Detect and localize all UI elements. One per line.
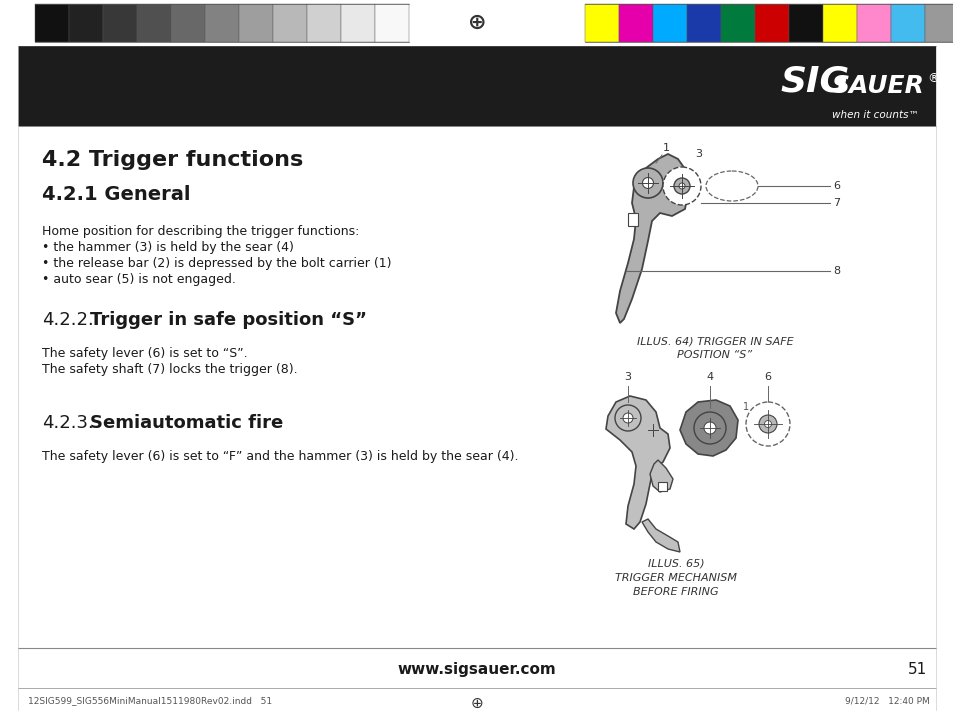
Bar <box>924 4 953 42</box>
Circle shape <box>703 422 716 434</box>
Text: when it counts™: when it counts™ <box>831 110 918 120</box>
Text: 1: 1 <box>742 402 748 412</box>
Bar <box>890 4 924 42</box>
Bar <box>822 4 856 42</box>
Bar <box>69 4 103 42</box>
Circle shape <box>745 402 789 446</box>
Text: The safety lever (6) is set to “F” and the hammer (3) is held by the sear (4).: The safety lever (6) is set to “F” and t… <box>42 450 518 463</box>
Circle shape <box>679 183 684 189</box>
Text: ⊕: ⊕ <box>470 696 483 711</box>
Text: 4.2.1 General: 4.2.1 General <box>42 185 191 204</box>
Bar <box>239 4 273 42</box>
Bar <box>137 4 171 42</box>
Bar <box>584 4 618 42</box>
Text: ILLUS. 64) TRIGGER IN SAFE
POSITION “S”: ILLUS. 64) TRIGGER IN SAFE POSITION “S” <box>636 336 793 360</box>
Text: 4: 4 <box>706 372 713 382</box>
Bar <box>171 4 205 42</box>
Circle shape <box>759 415 776 433</box>
Circle shape <box>763 421 771 428</box>
Text: www.sigsauer.com: www.sigsauer.com <box>397 662 556 677</box>
Circle shape <box>622 413 633 423</box>
Circle shape <box>662 167 700 205</box>
Bar <box>754 4 788 42</box>
Polygon shape <box>641 519 679 552</box>
Text: 8: 8 <box>832 266 840 276</box>
Bar <box>103 4 137 42</box>
Text: ⊕: ⊕ <box>467 13 486 33</box>
Bar <box>788 4 822 42</box>
Bar <box>340 4 375 42</box>
Bar <box>375 4 409 42</box>
Text: 1: 1 <box>662 143 669 153</box>
Polygon shape <box>605 396 669 529</box>
Polygon shape <box>616 154 687 323</box>
Text: 7: 7 <box>832 198 840 208</box>
Circle shape <box>641 178 653 188</box>
Text: 12SIG599_SIG556MiniManual1511980Rev02.indd   51: 12SIG599_SIG556MiniManual1511980Rev02.in… <box>28 696 272 705</box>
Text: 6: 6 <box>763 372 771 382</box>
Text: The safety shaft (7) locks the trigger (8).: The safety shaft (7) locks the trigger (… <box>42 363 297 376</box>
Text: • auto sear (5) is not engaged.: • auto sear (5) is not engaged. <box>42 273 235 286</box>
Circle shape <box>693 412 725 444</box>
Text: 51: 51 <box>907 662 926 677</box>
Bar <box>720 4 754 42</box>
Text: ILLUS. 65)
TRIGGER MECHANISM
BEFORE FIRING: ILLUS. 65) TRIGGER MECHANISM BEFORE FIRI… <box>615 559 737 597</box>
Text: 4.2.3.: 4.2.3. <box>42 414 93 432</box>
Text: Semiautomatic fire: Semiautomatic fire <box>90 414 283 432</box>
Bar <box>856 4 890 42</box>
Text: 6: 6 <box>832 181 840 191</box>
Text: 3: 3 <box>624 372 631 382</box>
Bar <box>652 4 686 42</box>
Text: ®: ® <box>926 72 939 85</box>
Circle shape <box>615 405 640 431</box>
Text: Trigger in safe position “S”: Trigger in safe position “S” <box>90 311 367 329</box>
Bar <box>18 46 935 126</box>
Text: 4.2.2.: 4.2.2. <box>42 311 93 329</box>
Bar <box>618 4 652 42</box>
Bar <box>627 213 638 226</box>
Text: 9/12/12   12:40 PM: 9/12/12 12:40 PM <box>844 696 929 705</box>
Bar <box>307 4 340 42</box>
Text: SIG: SIG <box>780 64 848 98</box>
Text: SAUER: SAUER <box>831 74 923 98</box>
Text: • the release bar (2) is depressed by the bolt carrier (1): • the release bar (2) is depressed by th… <box>42 257 391 270</box>
Circle shape <box>633 168 662 198</box>
Text: The safety lever (6) is set to “S”.: The safety lever (6) is set to “S”. <box>42 347 248 360</box>
Bar <box>35 4 69 42</box>
Bar <box>658 482 666 491</box>
Text: 3: 3 <box>695 149 701 159</box>
Bar <box>686 4 720 42</box>
Bar <box>273 4 307 42</box>
Polygon shape <box>679 400 738 456</box>
Text: 4.2 Trigger functions: 4.2 Trigger functions <box>42 150 303 170</box>
Text: Home position for describing the trigger functions:: Home position for describing the trigger… <box>42 225 359 238</box>
Polygon shape <box>649 460 672 492</box>
Text: • the hammer (3) is held by the sear (4): • the hammer (3) is held by the sear (4) <box>42 241 294 254</box>
Circle shape <box>673 178 689 194</box>
Ellipse shape <box>705 171 758 201</box>
Bar <box>205 4 239 42</box>
